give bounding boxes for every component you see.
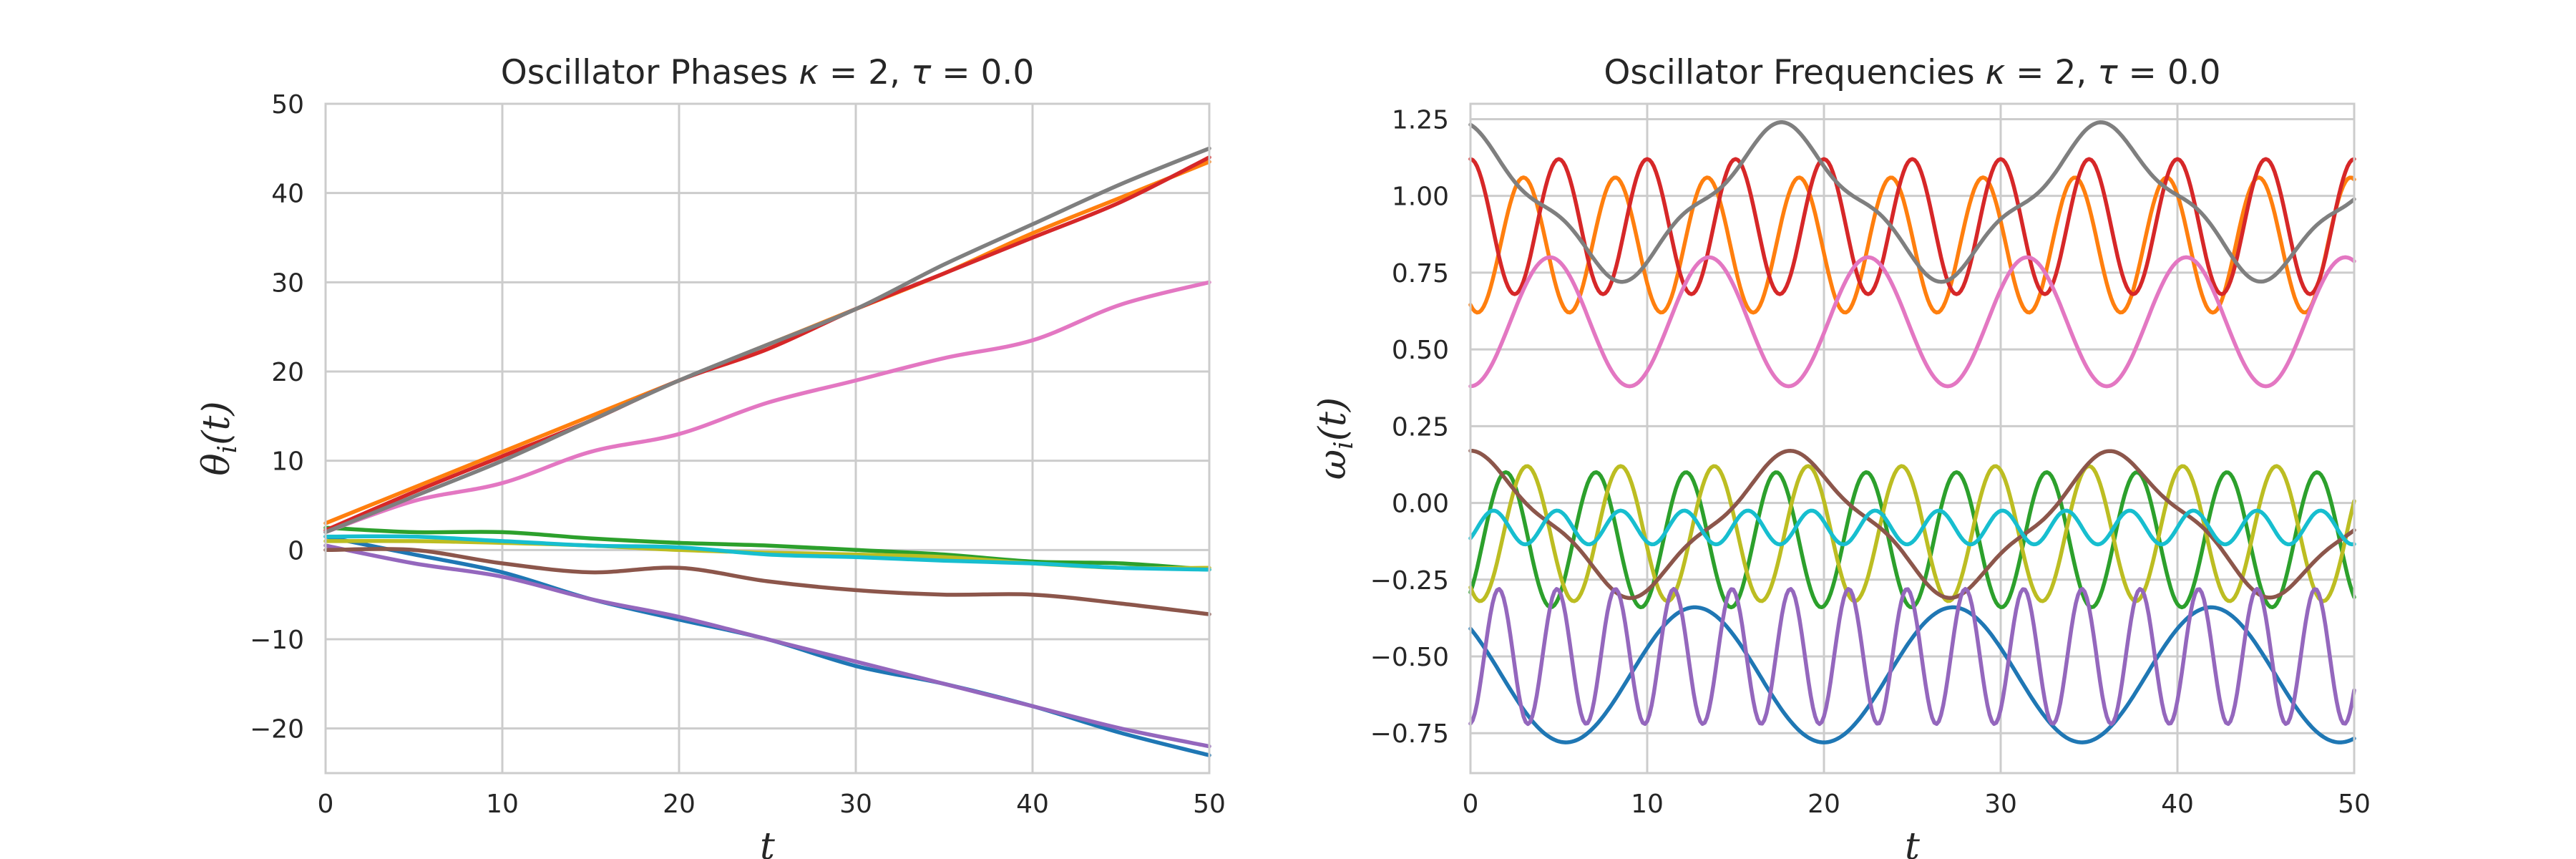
frequencies-y-tick-label: 1.00: [1392, 183, 1449, 212]
phases-axes-frame: [324, 102, 1211, 775]
frequencies-x-tick-label: 0: [1463, 790, 1479, 819]
phases-x-axis-label: t: [760, 825, 775, 859]
frequencies-series-oscillator-brown: [1468, 448, 2356, 601]
phases-y-axis-label: θi(t): [195, 401, 243, 475]
phases-title-part: = 2,: [819, 53, 911, 92]
phases-chart: 0 10 20 30 40 50 −20 −10 0 10 20 30 40 50 Oscillator…: [195, 53, 1226, 859]
frequencies-y-tick-label: 0.75: [1392, 259, 1449, 288]
phases-y-ticks: −20 −10 0 10 20 30 40 50: [250, 90, 304, 744]
frequencies-title-part: = 0.0: [2118, 53, 2221, 92]
phases-x-tick-label: 40: [1016, 790, 1049, 819]
frequencies-x-tick-label: 40: [2161, 790, 2194, 819]
frequencies-title-part: Oscillator Frequencies: [1604, 53, 1985, 92]
phases-series-oscillator-green: [323, 525, 1211, 572]
phases-title-part: = 0.0: [931, 53, 1034, 92]
phases-y-tick-label: 50: [271, 90, 304, 120]
frequencies-y-tick-label: −0.25: [1370, 566, 1449, 596]
phases-y-tick-label: 10: [271, 447, 304, 477]
frequencies-y-tick-label: 0.50: [1392, 336, 1449, 365]
frequencies-ylabel-part: (t): [1312, 397, 1355, 441]
phases-title-part: τ: [911, 53, 932, 92]
frequencies-series-oscillator-pink: [1468, 255, 2356, 389]
frequencies-y-tick-label: −0.75: [1370, 719, 1449, 749]
phases-x-tick-label: 30: [839, 790, 872, 819]
frequencies-series-oscillator-gray: [1468, 120, 2356, 284]
phases-series-oscillator-gray: [323, 146, 1211, 535]
frequencies-series-oscillator-red: [1468, 157, 2356, 296]
phases-title-part: κ: [799, 53, 819, 92]
frequencies-y-tick-label: 0.25: [1392, 412, 1449, 442]
frequencies-x-tick-label: 50: [2338, 790, 2371, 819]
phases-y-tick-label: 20: [271, 358, 304, 387]
frequencies-y-tick-label: 0.00: [1392, 490, 1449, 519]
frequencies-y-ticks: −0.75 −0.50 −0.25 0.00 0.25 0.50 0.75 1.00 1.25: [1370, 105, 1449, 749]
frequencies-y-axis-label: ωi(t): [1312, 397, 1359, 480]
frequencies-plot-area: [1468, 120, 2356, 744]
frequencies-x-tick-label: 10: [1631, 790, 1664, 819]
frequencies-y-tick-label: 1.25: [1392, 105, 1449, 135]
phases-y-tick-label: −10: [250, 626, 304, 655]
frequencies-axes-frame: [1469, 102, 2356, 775]
phases-series-oscillator-red: [323, 155, 1211, 533]
frequencies-x-ticks: 0 10 20 30 40 50: [1463, 790, 2371, 819]
phases-series-oscillator-purple: [323, 543, 1211, 749]
phases-x-ticks: 0 10 20 30 40 50: [318, 790, 1226, 819]
phases-x-tick-label: 50: [1193, 790, 1226, 819]
phases-title-part: Oscillator Phases: [501, 53, 799, 92]
frequencies-series-oscillator-olive: [1468, 464, 2356, 603]
frequencies-x-tick-label: 20: [1807, 790, 1840, 819]
frequencies-title-part: = 2,: [2005, 53, 2097, 92]
frequencies-series-oscillator-cyan: [1468, 508, 2356, 547]
frequencies-chart: 0 10 20 30 40 50 −0.75 −0.50 −0.25 0.00 0.25 0.50 0…: [1312, 53, 2371, 859]
frequencies-title-part: κ: [1986, 53, 2006, 92]
frequencies-x-tick-label: 30: [1984, 790, 2017, 819]
phases-plot-area: [323, 146, 1211, 757]
frequencies-chart-title: Oscillator Frequencies κ = 2, τ = 0.0: [1604, 53, 2220, 92]
frequencies-y-tick-label: −0.50: [1370, 643, 1449, 672]
phases-series-oscillator-brown: [323, 547, 1211, 616]
phases-ylabel-part: i: [213, 445, 243, 454]
phases-y-tick-label: 30: [271, 268, 304, 298]
frequencies-series-oscillator-purple: [1468, 586, 2356, 727]
phases-y-tick-label: −20: [250, 715, 304, 744]
phases-x-tick-label: 20: [663, 790, 696, 819]
frequencies-x-axis-label: t: [1905, 825, 1920, 859]
frequencies-ylabel-part: ω: [1312, 450, 1355, 480]
phases-chart-title: Oscillator Phases κ = 2, τ = 0.0: [501, 53, 1035, 92]
phases-y-tick-label: 0: [288, 536, 304, 566]
phases-series-oscillator-orange: [323, 160, 1211, 525]
frequencies-ylabel-part: i: [1330, 441, 1359, 450]
phases-y-tick-label: 40: [271, 180, 304, 209]
phases-series-oscillator-cyan: [323, 534, 1211, 572]
phases-series-oscillator-pink: [323, 280, 1211, 535]
phases-x-tick-label: 0: [318, 790, 334, 819]
phases-x-tick-label: 10: [486, 790, 519, 819]
frequencies-series-oscillator-orange: [1468, 175, 2356, 315]
phases-ylabel-part: θ: [195, 453, 238, 475]
phases-ylabel-part: (t): [195, 401, 238, 445]
frequencies-title-part: τ: [2097, 53, 2118, 92]
